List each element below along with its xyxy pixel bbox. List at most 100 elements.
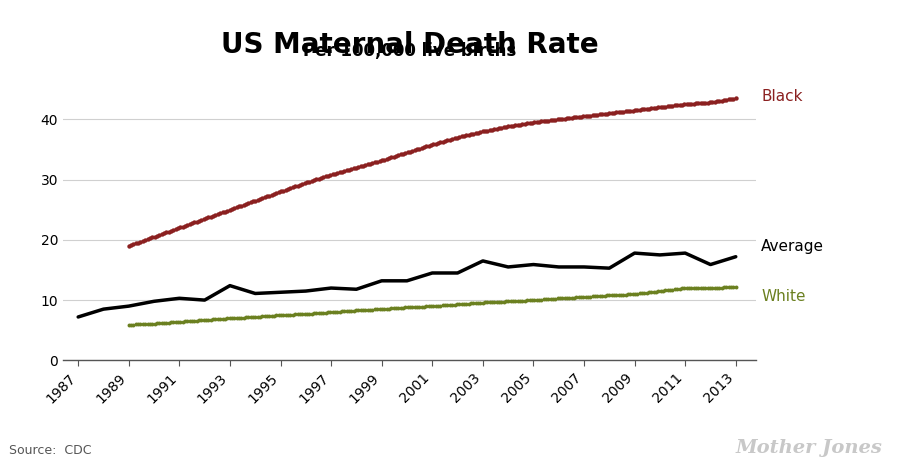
Point bbox=[497, 124, 511, 131]
Point bbox=[161, 319, 176, 326]
Point bbox=[630, 290, 644, 298]
Point bbox=[716, 284, 731, 291]
Point bbox=[544, 116, 558, 124]
Point bbox=[274, 188, 288, 195]
Point bbox=[626, 107, 640, 114]
Point bbox=[265, 312, 279, 320]
Point bbox=[492, 298, 507, 305]
Point bbox=[370, 158, 384, 165]
Point bbox=[419, 143, 434, 150]
Point bbox=[356, 306, 370, 314]
Point bbox=[551, 295, 565, 302]
Point bbox=[583, 293, 598, 300]
Point bbox=[724, 95, 738, 103]
Point bbox=[382, 154, 396, 162]
Point bbox=[520, 120, 535, 127]
Point bbox=[227, 314, 241, 322]
Point bbox=[492, 125, 507, 132]
Point bbox=[393, 151, 408, 158]
Point bbox=[326, 170, 340, 178]
Point bbox=[532, 296, 546, 304]
Point bbox=[653, 103, 668, 111]
Point bbox=[473, 128, 488, 136]
Point bbox=[208, 316, 222, 323]
Point bbox=[562, 294, 577, 302]
Point bbox=[231, 203, 246, 210]
Text: Per 100,000 live births: Per 100,000 live births bbox=[303, 42, 516, 60]
Point bbox=[525, 297, 539, 304]
Point bbox=[574, 113, 589, 120]
Point bbox=[527, 119, 542, 126]
Point bbox=[564, 114, 579, 122]
Point bbox=[180, 221, 194, 229]
Point bbox=[605, 109, 619, 117]
Point bbox=[580, 293, 595, 300]
Point bbox=[300, 310, 314, 317]
Point bbox=[478, 127, 492, 134]
Point bbox=[208, 211, 222, 219]
Point bbox=[436, 138, 450, 146]
Point bbox=[710, 284, 724, 292]
Point bbox=[351, 163, 365, 170]
Point bbox=[320, 309, 335, 316]
Point bbox=[480, 127, 494, 134]
Point bbox=[630, 106, 644, 114]
Point bbox=[621, 107, 635, 115]
Point bbox=[599, 110, 614, 117]
Point bbox=[464, 300, 478, 307]
Point bbox=[428, 302, 443, 310]
Point bbox=[427, 302, 441, 310]
Point bbox=[518, 297, 532, 304]
Point bbox=[410, 303, 424, 310]
Point bbox=[665, 102, 680, 109]
Point bbox=[572, 113, 586, 121]
Point bbox=[400, 304, 415, 311]
Point bbox=[576, 113, 590, 120]
Point bbox=[598, 110, 612, 117]
Point bbox=[459, 132, 473, 139]
Point bbox=[129, 240, 143, 247]
Point bbox=[567, 114, 581, 121]
Point bbox=[544, 295, 558, 303]
Point bbox=[527, 296, 542, 304]
Point bbox=[328, 170, 342, 177]
Point bbox=[506, 122, 520, 129]
Point bbox=[646, 104, 661, 112]
Point bbox=[450, 134, 464, 141]
Point bbox=[309, 310, 323, 317]
Point bbox=[633, 106, 647, 113]
Point bbox=[516, 297, 530, 304]
Point bbox=[138, 320, 152, 328]
Point bbox=[726, 283, 741, 291]
Point bbox=[148, 320, 162, 327]
Point bbox=[319, 309, 333, 316]
Point bbox=[471, 129, 485, 136]
Point bbox=[408, 146, 422, 154]
Point bbox=[595, 292, 609, 299]
Point bbox=[672, 101, 687, 109]
Point bbox=[445, 301, 459, 309]
Point bbox=[338, 308, 352, 315]
Point bbox=[241, 314, 256, 321]
Point bbox=[421, 142, 436, 149]
Text: Mother Jones: Mother Jones bbox=[735, 439, 882, 457]
Point bbox=[344, 307, 358, 315]
Point bbox=[541, 295, 555, 303]
Point bbox=[267, 312, 282, 319]
Point bbox=[199, 214, 213, 222]
Point bbox=[707, 98, 722, 105]
Point bbox=[260, 312, 274, 320]
Point bbox=[576, 293, 590, 301]
Point bbox=[291, 310, 305, 318]
Point bbox=[592, 111, 607, 118]
Point bbox=[557, 115, 572, 122]
Point bbox=[567, 294, 581, 301]
Point bbox=[332, 308, 347, 315]
Point bbox=[555, 115, 570, 122]
Point bbox=[213, 315, 228, 322]
Point bbox=[408, 303, 422, 310]
Point bbox=[595, 110, 609, 118]
Point bbox=[628, 107, 643, 114]
Point bbox=[338, 167, 352, 175]
Point bbox=[579, 112, 593, 120]
